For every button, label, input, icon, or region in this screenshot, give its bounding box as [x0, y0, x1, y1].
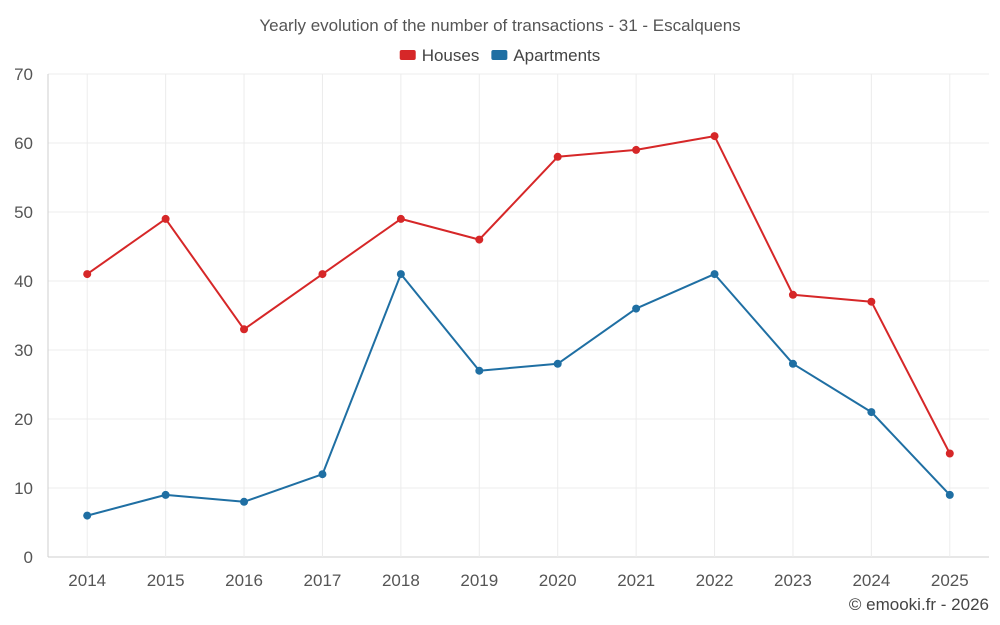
data-point[interactable] — [83, 270, 92, 279]
data-point[interactable] — [788, 359, 797, 368]
y-tick-label: 60 — [14, 134, 33, 153]
data-point[interactable] — [475, 235, 484, 244]
x-tick-label: 2022 — [696, 571, 734, 590]
y-tick-label: 0 — [24, 548, 33, 567]
data-point[interactable] — [788, 290, 797, 299]
legend-label: Apartments — [513, 46, 600, 65]
data-point[interactable] — [867, 408, 876, 417]
legend: Houses Apartments — [399, 46, 600, 65]
credit-text: © emooki.fr - 2026 — [849, 595, 989, 614]
x-tick-label: 2019 — [460, 571, 498, 590]
series-group — [83, 132, 954, 520]
data-point[interactable] — [240, 325, 249, 334]
legend-swatch — [491, 50, 508, 60]
data-point[interactable] — [161, 490, 170, 499]
data-point[interactable] — [945, 490, 954, 499]
x-tick-label: 2016 — [225, 571, 263, 590]
x-tick-label: 2017 — [304, 571, 342, 590]
x-axis: 2014 2015 2016 2017 2018 2019 2020 2021 2022 2023… — [68, 571, 968, 590]
x-tick-label: 2021 — [617, 571, 655, 590]
x-tick-label: 2014 — [68, 571, 106, 590]
data-point[interactable] — [553, 359, 562, 368]
x-tick-label: 2025 — [931, 571, 969, 590]
y-tick-label: 50 — [14, 203, 33, 222]
legend-item-houses[interactable]: Houses — [399, 46, 480, 65]
y-tick-label: 10 — [14, 479, 33, 498]
x-tick-label: 2020 — [539, 571, 577, 590]
data-point[interactable] — [867, 297, 876, 306]
legend-swatch — [399, 50, 416, 60]
data-point[interactable] — [318, 270, 327, 279]
grid — [47, 73, 989, 558]
x-tick-label: 2023 — [774, 571, 812, 590]
y-tick-label: 20 — [14, 410, 33, 429]
data-point[interactable] — [161, 214, 170, 223]
series-houses — [83, 132, 954, 458]
data-point[interactable] — [396, 214, 405, 223]
data-point[interactable] — [396, 270, 405, 279]
y-tick-label: 30 — [14, 341, 33, 360]
data-point[interactable] — [553, 152, 562, 161]
data-point[interactable] — [632, 304, 641, 313]
data-point[interactable] — [945, 449, 954, 458]
y-axis: 0 10 20 30 40 50 60 70 — [14, 65, 33, 567]
data-point[interactable] — [632, 145, 641, 154]
data-point[interactable] — [475, 366, 484, 375]
data-point[interactable] — [240, 497, 249, 506]
x-tick-label: 2024 — [852, 571, 890, 590]
legend-label: Houses — [422, 46, 480, 65]
series-line — [86, 135, 951, 454]
series-apartments — [83, 270, 954, 520]
y-tick-label: 40 — [14, 272, 33, 291]
data-point[interactable] — [710, 132, 719, 141]
data-point[interactable] — [318, 470, 327, 479]
y-tick-label: 70 — [14, 65, 33, 84]
data-point[interactable] — [710, 270, 719, 279]
legend-item-apartments[interactable]: Apartments — [491, 46, 600, 65]
x-tick-label: 2015 — [147, 571, 185, 590]
x-tick-label: 2018 — [382, 571, 420, 590]
data-point[interactable] — [83, 511, 92, 520]
series-line — [86, 273, 951, 517]
chart-title: Yearly evolution of the number of transa… — [259, 16, 740, 35]
